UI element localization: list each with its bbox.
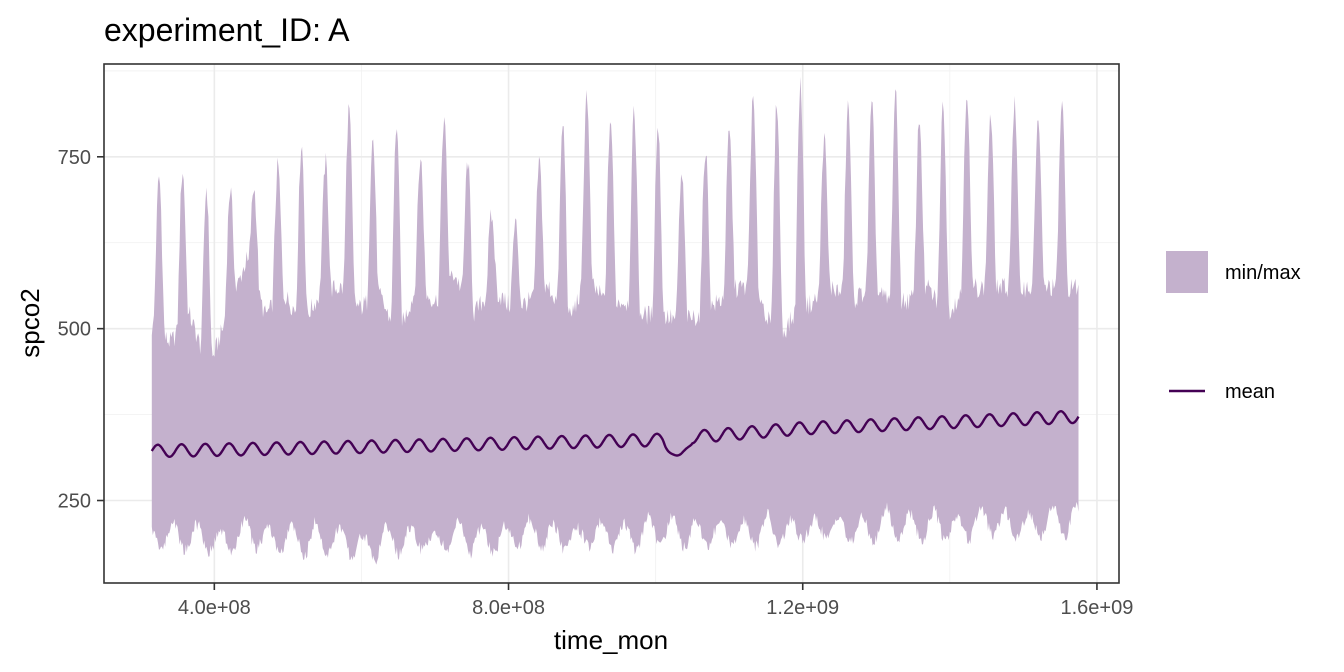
- plot-area: [103, 63, 1120, 584]
- y-axis: 250 500 750: [58, 147, 104, 513]
- x-tick-label: 1.6e+09: [1061, 597, 1134, 619]
- y-axis-title: spco2: [15, 288, 45, 357]
- y-tick-label: 500: [58, 319, 91, 341]
- x-tick-label: 8.0e+08: [472, 597, 545, 619]
- mean-layer: [150, 410, 1080, 458]
- legend-label-mean: mean: [1225, 381, 1275, 403]
- y-tick-label: 750: [58, 147, 91, 169]
- legend-label-min-max: min/max: [1225, 262, 1301, 284]
- ribbon-layer: [151, 76, 1079, 565]
- chart-title: experiment_ID: A: [104, 12, 350, 48]
- x-axis-title: time_mon: [554, 625, 668, 655]
- min-max-ribbon: [151, 76, 1079, 565]
- x-axis: 4.0e+08 8.0e+08 1.2e+09 1.6e+09: [178, 583, 1133, 619]
- mean-line: [150, 410, 1080, 458]
- x-tick-label: 4.0e+08: [178, 597, 251, 619]
- legend-key-min-max: [1166, 251, 1208, 293]
- legend: min/max mean: [1166, 251, 1301, 403]
- y-tick-label: 250: [58, 491, 91, 513]
- x-tick-label: 1.2e+09: [766, 597, 839, 619]
- panel-border: [103, 63, 1120, 584]
